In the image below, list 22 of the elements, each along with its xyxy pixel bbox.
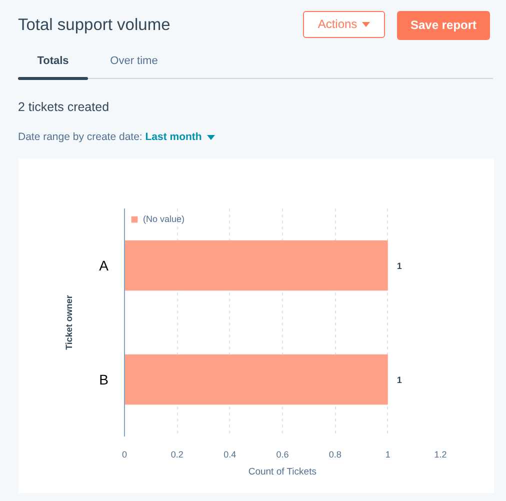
x-tick-label: 1 [385, 450, 390, 460]
x-tick-label: 0 [122, 450, 128, 460]
y-axis-title: Ticket owner [64, 294, 74, 350]
y-tick-label: B [99, 372, 109, 388]
text: 2 tickets created [18, 99, 110, 116]
button: Save report [397, 11, 490, 40]
x-tick-label: 0.6 [276, 450, 289, 460]
text: Over time [109, 54, 159, 69]
x-tick-label: 0.4 [224, 450, 236, 460]
text: Date range by create date: [18, 131, 142, 143]
chart-title: Total support volume [18, 15, 170, 36]
data-label: 1 [396, 375, 402, 385]
text: Last month [145, 131, 202, 143]
button: Actions [303, 11, 385, 38]
x-tick-label: 1.2 [434, 450, 447, 460]
x-axis-title: Count of Tickets [248, 466, 317, 478]
data-label: 1 [396, 261, 402, 271]
text: Totals [36, 54, 70, 69]
x-tick-label: 0.2 [170, 450, 184, 460]
y-tick-label: A [99, 258, 110, 274]
legend-label: (No value) [143, 214, 185, 224]
x-tick-label: 0.8 [328, 450, 342, 460]
